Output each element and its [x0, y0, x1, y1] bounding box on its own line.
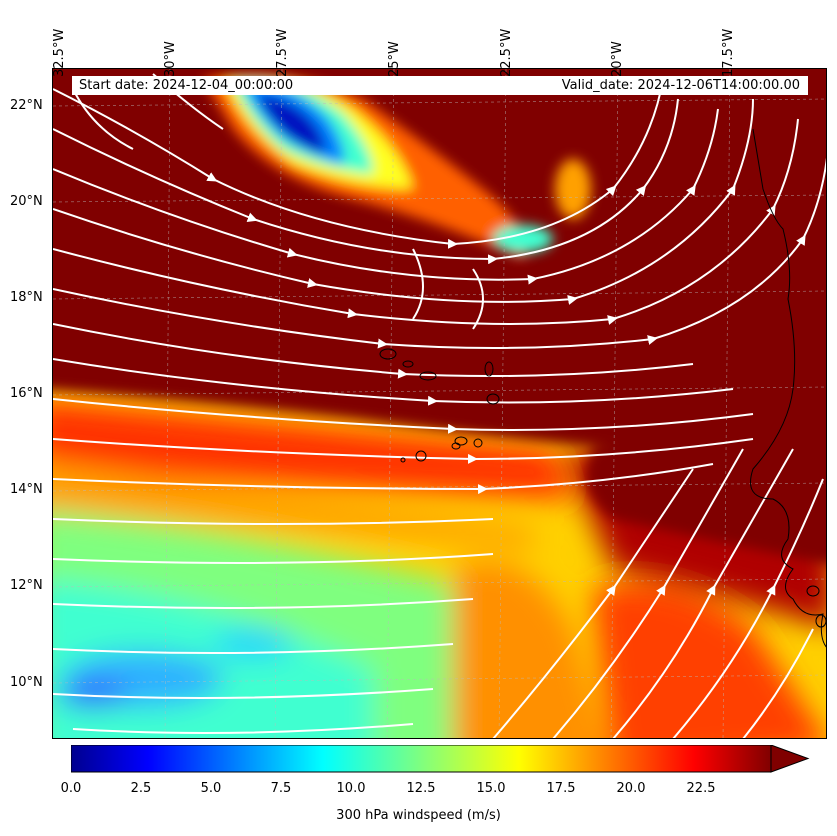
colorbar-tick-label: 7.5 — [270, 781, 292, 796]
windspeed-field — [53, 69, 826, 738]
wind-map — [52, 68, 827, 739]
colorbar-tick-label: 20.0 — [616, 781, 646, 796]
lat-label: 16°N — [10, 386, 43, 401]
colorbar-tick-label: 2.5 — [130, 781, 152, 796]
start-date-label: Start date: 2024-12-04_00:00:00 — [79, 78, 294, 93]
lat-label: 12°N — [10, 578, 43, 593]
lat-label: 18°N — [10, 290, 43, 305]
colorbar-tick-label: 0.0 — [60, 781, 82, 796]
lat-label: 22°N — [10, 98, 43, 113]
colorbar-label: 300 hPa windspeed (m/s) — [336, 808, 501, 823]
lon-label: 25°W — [387, 41, 402, 77]
lon-label: 30°W — [163, 41, 178, 77]
colorbar-tick-label: 22.5 — [686, 781, 716, 796]
colorbar-tick-label: 10.0 — [336, 781, 366, 796]
colorbar-tick-label: 17.5 — [546, 781, 576, 796]
colorbar-tick-label: 5.0 — [200, 781, 222, 796]
lon-label: 27.5°W — [275, 28, 290, 77]
lon-label: 32.5°W — [52, 28, 67, 77]
lon-label: 20°W — [610, 41, 625, 77]
lat-label: 14°N — [10, 482, 43, 497]
lat-label: 20°N — [10, 194, 43, 209]
colorbar-tick-label: 15.0 — [476, 781, 506, 796]
lat-label: 10°N — [10, 675, 43, 690]
colorbar-tick-label: 12.5 — [406, 781, 436, 796]
valid-date-label: Valid_date: 2024-12-06T14:00:00.00 — [561, 78, 800, 93]
lon-label: 17.5°W — [721, 28, 736, 77]
date-header-bar — [72, 76, 808, 95]
lon-label: 22.5°W — [499, 28, 514, 77]
colorbar — [71, 745, 810, 773]
